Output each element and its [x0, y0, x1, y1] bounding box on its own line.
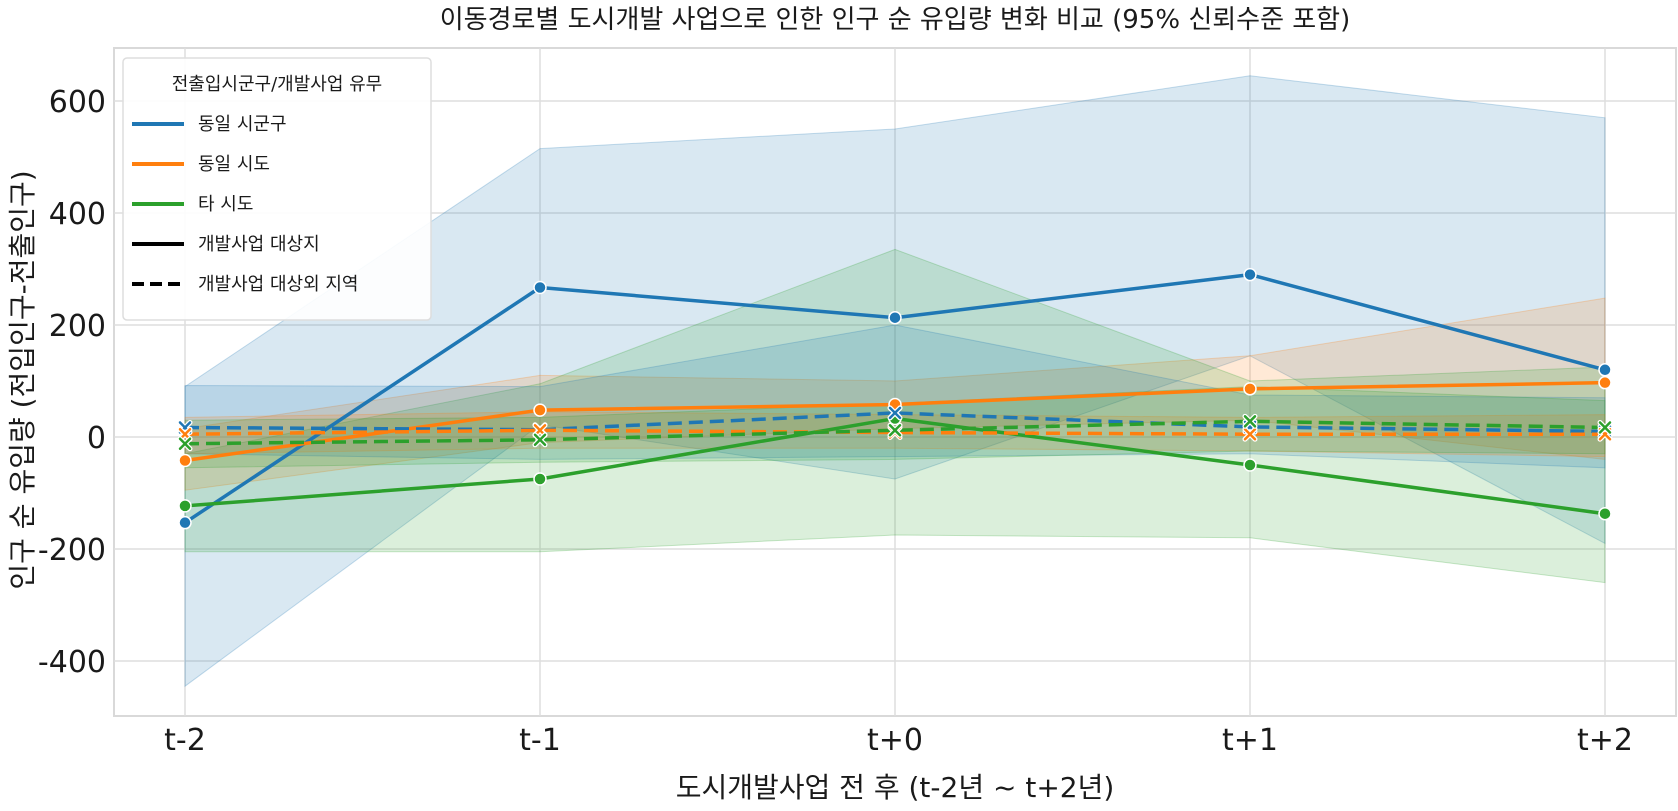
data-point — [532, 432, 548, 448]
marker-stroke — [888, 424, 902, 437]
y-axis-label: 인구 순 유입량 (전입인구-전출인구) — [6, 170, 39, 589]
x-tick-label: t+0 — [867, 723, 923, 758]
data-point — [887, 405, 903, 421]
legend-label: 개발사업 대상지 — [198, 234, 320, 255]
data-point — [533, 403, 547, 417]
x-tick-labels: t-2 t-1 t+0 t+1 t+2 — [164, 723, 1633, 758]
x-tick-label: t+2 — [1577, 723, 1633, 758]
data-point — [178, 499, 192, 513]
data-point — [1243, 267, 1257, 282]
y-tick-label: 400 — [49, 197, 106, 232]
data-point — [1598, 375, 1612, 390]
marker-stroke — [1243, 427, 1257, 441]
data-point — [1243, 458, 1257, 472]
data-point — [533, 280, 547, 295]
data-point — [1242, 413, 1258, 429]
data-point — [1243, 382, 1257, 396]
y-tick-label: 600 — [49, 85, 106, 120]
data-point — [887, 422, 903, 438]
x-tick-label: t-1 — [519, 723, 561, 758]
legend-title: 전출입시군구/개발사업 유무 — [172, 74, 383, 95]
legend-label: 동일 시도 — [198, 154, 270, 175]
data-point — [178, 515, 192, 530]
confidence-band — [184, 75, 1606, 688]
marker-stroke — [533, 433, 547, 447]
data-point — [177, 436, 193, 452]
y-tick-label: -200 — [38, 533, 106, 568]
data-point — [888, 310, 902, 325]
x-tick-label: t+1 — [1222, 723, 1278, 758]
marker-stroke — [888, 406, 902, 420]
x-axis-label: 도시개발사업 전 후 (t-2년 ~ t+2년) — [676, 771, 1115, 804]
marker-stroke — [1243, 415, 1257, 428]
y-tick-label: 0 — [87, 421, 106, 456]
legend-label: 동일 시군구 — [198, 114, 287, 135]
series-line — [184, 411, 1606, 434]
data-point — [1597, 419, 1613, 435]
legend-label: 타 시도 — [198, 194, 253, 215]
data-point — [178, 453, 192, 468]
series-markers — [177, 267, 1613, 530]
data-point — [1598, 506, 1612, 521]
marker-stroke — [178, 437, 192, 450]
legend-box — [122, 57, 432, 321]
legend-label: 개발사업 대상외 지역 — [198, 274, 358, 295]
data-point — [533, 472, 547, 486]
series-line — [184, 419, 1606, 446]
marker-stroke — [1598, 421, 1612, 434]
chart-title: 이동경로별 도시개발 사업으로 인한 인구 순 유입량 변화 비교 (95% 신… — [440, 5, 1351, 35]
x-tick-label: t-2 — [164, 723, 206, 758]
y-tick-label: -400 — [38, 645, 106, 680]
y-tick-label: 200 — [49, 309, 106, 344]
data-point — [1242, 426, 1258, 442]
series-line — [184, 428, 1605, 436]
y-tick-labels: -400 -200 0 200 400 600 — [38, 85, 106, 680]
data-point — [1598, 363, 1612, 377]
